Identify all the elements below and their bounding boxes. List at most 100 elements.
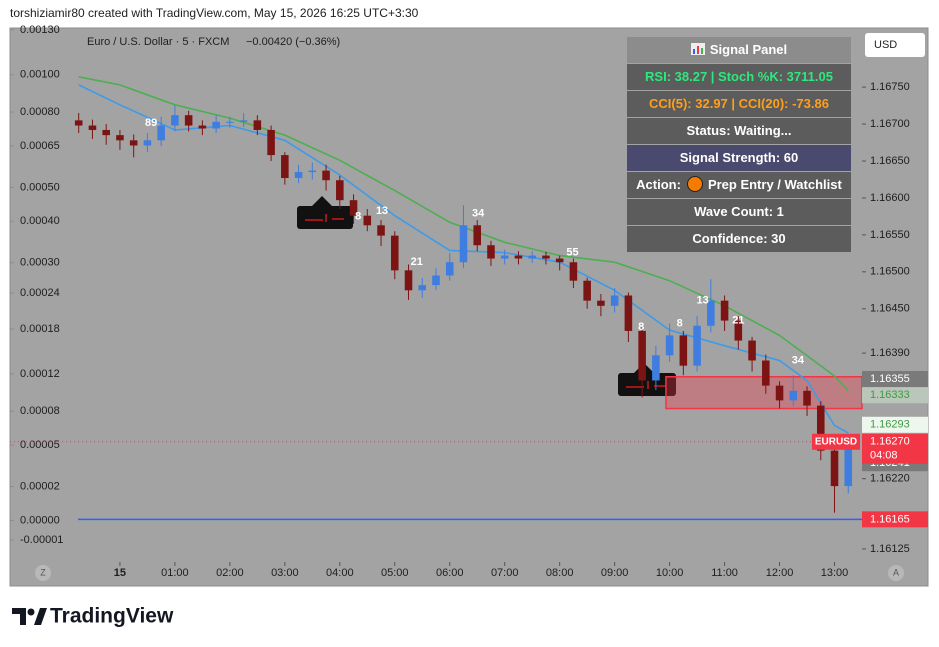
panel-row-text: Status: Waiting... bbox=[686, 123, 792, 138]
y2-tick-label: 0.00040 bbox=[20, 215, 60, 227]
auto-button[interactable] bbox=[888, 565, 904, 581]
price-label: 1.16333 bbox=[870, 389, 910, 401]
y2-tick-label: 0.00050 bbox=[20, 181, 60, 193]
candle-body bbox=[74, 120, 83, 126]
wave-label: 13 bbox=[376, 205, 388, 217]
candle-body bbox=[418, 285, 427, 291]
candle-body bbox=[322, 170, 330, 181]
wave-label: 8 bbox=[638, 321, 644, 333]
y2-tick-label: 0.00005 bbox=[20, 439, 60, 451]
panel-row-text: Signal Strength: 60 bbox=[679, 150, 799, 165]
currency-button[interactable] bbox=[865, 33, 925, 57]
y2-tick-label: 0.00024 bbox=[20, 287, 60, 299]
candle-body bbox=[294, 172, 303, 178]
candle-body bbox=[226, 121, 234, 123]
candle-body bbox=[281, 155, 289, 178]
x-tick-label: 10:00 bbox=[656, 567, 684, 579]
scale-button-label: Z bbox=[40, 567, 46, 577]
y-tick-label: 1.16450 bbox=[870, 303, 910, 315]
y2-tick-label: -0.00001 bbox=[20, 534, 63, 546]
candle-body bbox=[734, 320, 743, 341]
candle-body bbox=[459, 225, 468, 263]
y2-tick-label: 0.00018 bbox=[20, 323, 60, 335]
x-tick-label: 08:00 bbox=[546, 567, 574, 579]
brand-logo bbox=[12, 608, 47, 625]
candle-body bbox=[569, 262, 578, 281]
y-tick-label: 1.16600 bbox=[870, 192, 910, 204]
candle-body bbox=[267, 129, 275, 156]
currency-label: USD bbox=[874, 39, 897, 51]
marker-box bbox=[297, 196, 353, 229]
candle-body bbox=[830, 450, 839, 487]
y-tick-label: 1.16220 bbox=[870, 473, 910, 485]
y2-tick-label: 0.00130 bbox=[20, 24, 60, 36]
x-tick-label: 07:00 bbox=[491, 567, 519, 579]
panel-row-text: Prep Entry / Watchlist bbox=[707, 177, 842, 192]
price-label-box bbox=[862, 387, 928, 404]
y-tick-label: 1.16550 bbox=[870, 229, 910, 241]
wave-label: 21 bbox=[732, 315, 744, 327]
candle-body bbox=[528, 255, 536, 259]
wave-label: 34 bbox=[472, 207, 485, 219]
y-tick-label: 1.16750 bbox=[870, 81, 910, 93]
panel-row: RSI: 38.27 | Stoch %K: 3711.05 bbox=[627, 64, 851, 90]
symbol-tag: EURUSD bbox=[815, 436, 857, 447]
credit: torshiziamir80 created with TradingView.… bbox=[10, 6, 419, 20]
panel-row-text: RSI: 38.27 | Stoch %K: 3711.05 bbox=[645, 69, 833, 84]
panel-title: Signal Panel bbox=[709, 42, 788, 57]
wave-label: 21 bbox=[411, 256, 423, 268]
candle-body bbox=[514, 255, 523, 259]
candle-body bbox=[390, 235, 399, 271]
brand-name: TradingView bbox=[50, 605, 174, 628]
candle-body bbox=[239, 120, 248, 122]
candle-body bbox=[720, 300, 729, 321]
y2-tick-label: 0.00002 bbox=[20, 480, 60, 492]
candle-body bbox=[816, 405, 825, 451]
candle-body bbox=[184, 115, 193, 126]
x-tick-label: 01:00 bbox=[161, 567, 189, 579]
candle-body bbox=[803, 390, 811, 406]
y2-tick-label: 0.00000 bbox=[20, 514, 60, 526]
panel-row: CCI(5): 32.97 | CCI(20): -73.86 bbox=[627, 91, 851, 117]
candle-body bbox=[652, 355, 660, 381]
y2-tick-label: 0.00065 bbox=[20, 140, 60, 152]
candle-body bbox=[693, 325, 701, 366]
wave-label: 89 bbox=[145, 117, 157, 129]
candle-body bbox=[404, 270, 413, 291]
price-label-box bbox=[862, 416, 928, 433]
candle-body bbox=[555, 258, 564, 263]
y2-tick-label: 0.00030 bbox=[20, 257, 60, 269]
candle-body bbox=[665, 335, 674, 356]
auto-button-label: A bbox=[893, 567, 899, 577]
candle-body bbox=[88, 125, 97, 130]
candle-body bbox=[610, 295, 619, 306]
candle-body bbox=[707, 300, 715, 326]
candle-body bbox=[349, 200, 358, 216]
countdown: 04:08 bbox=[870, 450, 898, 462]
y-tick-label: 1.16650 bbox=[870, 155, 910, 167]
scale-button[interactable] bbox=[35, 565, 51, 581]
x-tick-label: 11:00 bbox=[711, 567, 738, 579]
candle-body bbox=[844, 441, 853, 487]
x-tick-label: 12:00 bbox=[766, 567, 794, 579]
candle-body bbox=[308, 170, 317, 173]
candle-body bbox=[597, 300, 605, 306]
x-tick-label: 03:00 bbox=[271, 567, 299, 579]
candle-body bbox=[212, 121, 220, 129]
candle-body bbox=[624, 295, 633, 331]
price-change: −0.00420 (−0.36%) bbox=[246, 36, 340, 48]
symbol-tag-box bbox=[812, 433, 860, 450]
candle-body bbox=[102, 129, 110, 136]
last-price-box bbox=[862, 433, 928, 464]
x-tick-label: 02:00 bbox=[216, 567, 244, 579]
y2-tick-label: 0.00100 bbox=[20, 69, 60, 81]
price-label-box bbox=[862, 370, 928, 387]
x-tick-label: 15 bbox=[114, 567, 126, 579]
candle-body bbox=[377, 225, 385, 236]
panel-row-text: Confidence: 30 bbox=[692, 231, 786, 246]
x-tick-label: 06:00 bbox=[436, 567, 464, 579]
panel-title-row: Signal Panel bbox=[627, 37, 851, 63]
candle-body bbox=[445, 262, 454, 276]
y-tick-label: 1.16125 bbox=[870, 543, 910, 555]
